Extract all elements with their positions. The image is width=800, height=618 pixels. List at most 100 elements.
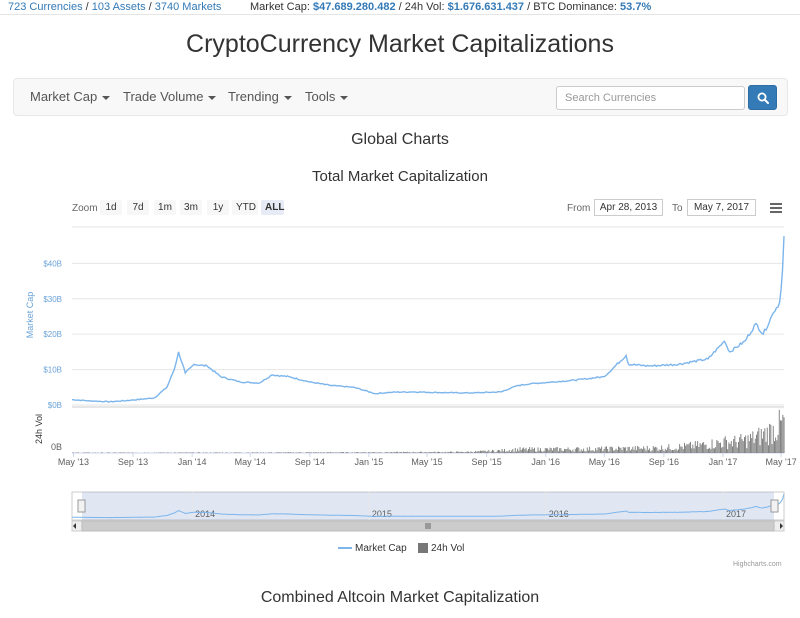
volume-bar: [535, 451, 537, 453]
volume-bar: [604, 446, 606, 453]
assets-link[interactable]: 103 Assets: [91, 1, 146, 13]
y-axis: $0B $10B $20B $30B $40B: [43, 259, 62, 410]
volume-bar: [768, 445, 769, 453]
search-input[interactable]: [556, 86, 745, 110]
volume-bar: [630, 450, 631, 453]
volume-bar: [424, 452, 426, 453]
volume-bar: [322, 452, 324, 453]
volume-bar: [546, 448, 547, 453]
volume-bar: [507, 451, 509, 453]
zoom-7d-button[interactable]: 7d: [127, 200, 149, 215]
to-date-input[interactable]: May 7, 2017: [687, 199, 756, 216]
volume-bar: [471, 452, 473, 453]
volume-bar: [427, 452, 429, 453]
nav-market-cap[interactable]: Market Cap: [30, 89, 111, 104]
volume-bar: [462, 452, 463, 453]
volume-bar: [324, 452, 325, 453]
volume-bar: [260, 452, 262, 453]
volume-bar: [561, 450, 563, 453]
volume-bar: [127, 452, 129, 453]
legend-market-cap[interactable]: Market Cap: [338, 543, 407, 554]
volume-bar: [88, 452, 90, 453]
scrollbar[interactable]: [71, 520, 785, 532]
volume-bar: [423, 452, 425, 453]
market-cap-label: Market Cap:: [250, 1, 310, 13]
volume-bar: [102, 452, 103, 453]
markets-link[interactable]: 3740 Markets: [154, 1, 222, 13]
volume-bar: [464, 452, 466, 453]
volume-bar: [675, 448, 677, 453]
zoom-ytd-button[interactable]: YTD: [232, 200, 258, 215]
navigator-left-handle[interactable]: [77, 499, 86, 513]
volume-bar: [307, 452, 309, 453]
volume-bar: [578, 447, 580, 453]
nav-tools[interactable]: Tools: [305, 89, 349, 104]
volume-bar: [703, 442, 705, 453]
volume-bar: [680, 446, 682, 453]
zoom-1y-button[interactable]: 1y: [207, 200, 229, 215]
zoom-all-button[interactable]: ALL: [261, 200, 284, 215]
volume-bar: [166, 452, 168, 453]
volume-bar: [192, 452, 193, 453]
nav-label: Trending: [228, 89, 279, 104]
nav-trending[interactable]: Trending: [228, 89, 292, 104]
caret-down-icon: [340, 95, 349, 100]
volume-bar: [248, 452, 250, 453]
navigator-selection[interactable]: [82, 492, 774, 520]
volume-bar: [409, 452, 411, 453]
navigator-tick-label: 2015: [372, 509, 392, 519]
volume-bar: [416, 452, 418, 453]
volume-bar: [406, 451, 408, 453]
y-tick-label: $20B: [43, 330, 62, 339]
volume-bar: [589, 446, 591, 453]
volume-bar: [436, 452, 438, 453]
volume-bar: [310, 452, 312, 453]
scroll-right-arrow-icon[interactable]: [780, 523, 783, 529]
volume-bar: [540, 448, 541, 453]
volume-bar: [511, 450, 513, 453]
currencies-link[interactable]: 723 Currencies: [8, 1, 83, 13]
volume-bar: [742, 441, 744, 453]
volume-bar: [770, 424, 772, 453]
credits-link[interactable]: Highcharts.com: [733, 561, 782, 568]
volume-bar: [705, 444, 707, 453]
volume-bar: [390, 452, 391, 453]
volume-bar: [480, 450, 481, 453]
navigator-right-handle[interactable]: [770, 499, 779, 513]
volume-bar: [603, 449, 605, 453]
legend-24h-vol[interactable]: 24h Vol: [418, 543, 464, 554]
volume-bar: [664, 448, 666, 453]
from-date-input[interactable]: Apr 28, 2013: [594, 199, 663, 216]
volume-bar: [624, 447, 625, 453]
zoom-1m-button[interactable]: 1m: [154, 200, 176, 215]
scrollbar-grip-icon: [425, 523, 431, 529]
scroll-left-arrow-icon[interactable]: [73, 523, 76, 529]
volume-bar: [614, 450, 616, 453]
volume-bar: [777, 434, 779, 453]
volume-bar: [447, 451, 449, 453]
volume-bar: [230, 452, 232, 453]
zoom-3m-button[interactable]: 3m: [180, 200, 202, 215]
zoom-1d-button[interactable]: 1d: [100, 200, 122, 215]
zoom-label: Zoom: [72, 203, 98, 214]
volume-bar: [495, 452, 497, 453]
volume-bar: [645, 450, 647, 453]
volume-bar: [740, 434, 742, 453]
global-charts-heading: Global Charts: [351, 131, 449, 148]
volume-bar: [778, 409, 780, 453]
volume-bar: [510, 451, 511, 453]
volume-bar: [505, 451, 507, 453]
volume-bar: [399, 452, 401, 453]
volume-bar: [726, 440, 727, 453]
navigator[interactable]: 2014 2015 2016 2017: [71, 491, 785, 521]
volume-bar: [364, 452, 366, 453]
volume-bar: [590, 450, 592, 453]
volume-bar: [765, 441, 767, 453]
chart-menu-icon[interactable]: [770, 203, 782, 215]
search-button[interactable]: [748, 85, 777, 110]
volume-bar: [354, 452, 355, 453]
volume-bar: [147, 452, 149, 453]
volume-bar: [613, 450, 615, 453]
volume-bar: [180, 452, 181, 453]
nav-trade-volume[interactable]: Trade Volume: [123, 89, 217, 104]
